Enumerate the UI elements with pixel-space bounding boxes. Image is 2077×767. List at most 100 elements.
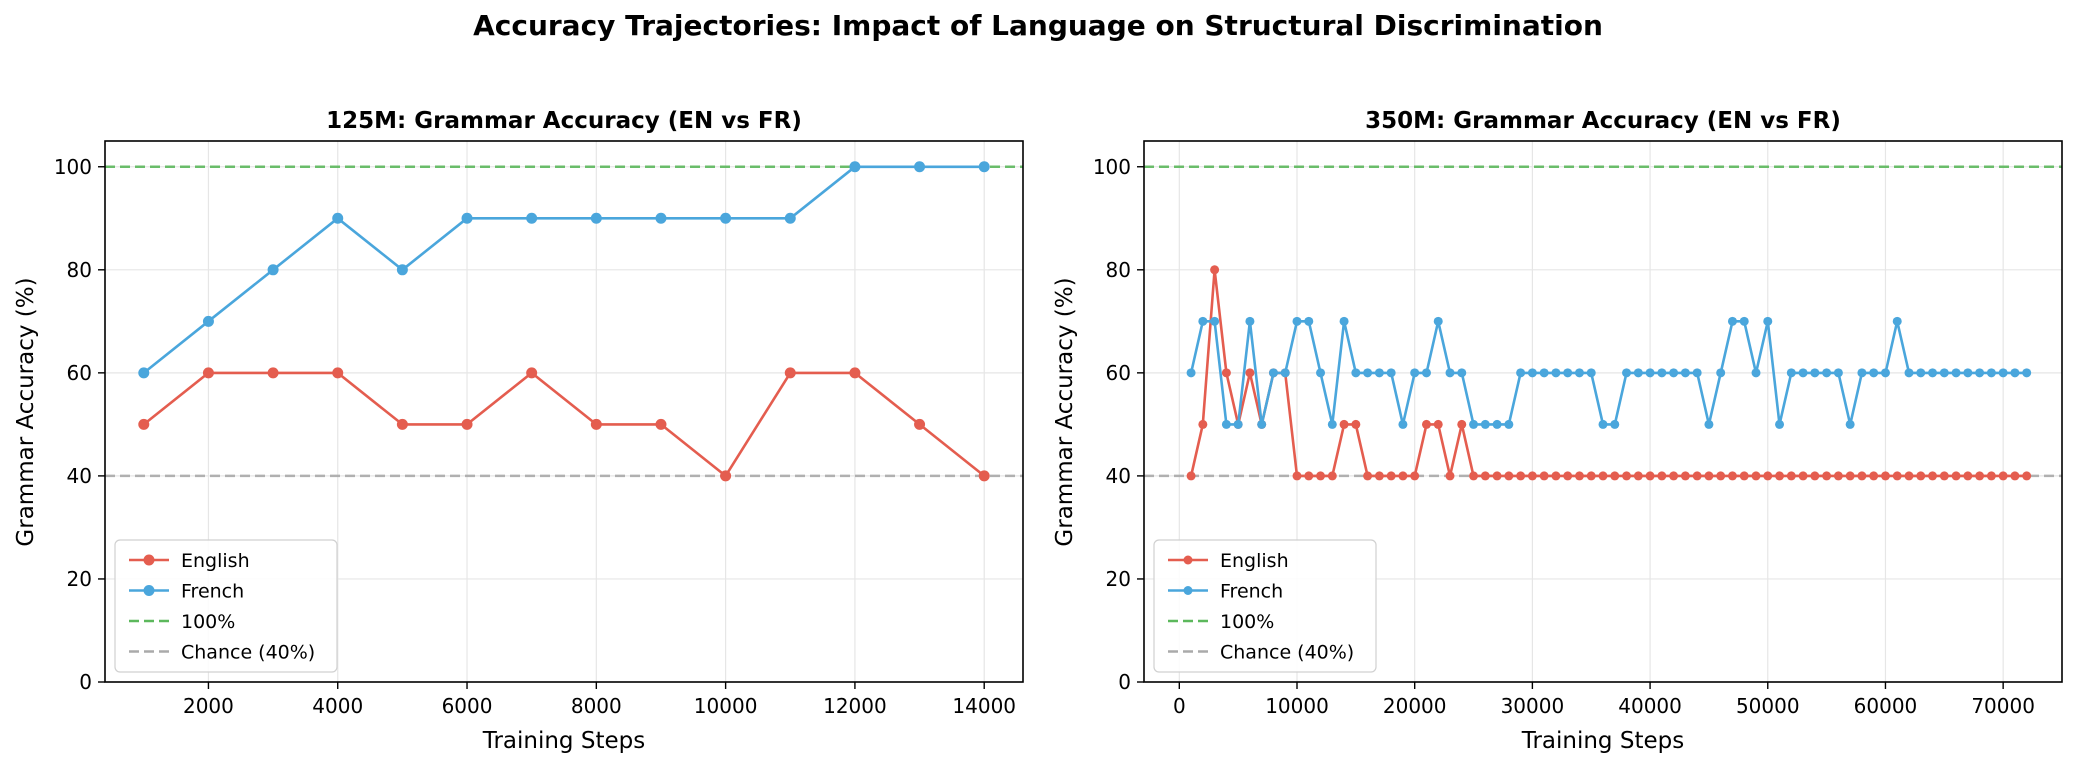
data-point xyxy=(1998,471,2008,481)
data-point xyxy=(138,418,150,430)
data-point xyxy=(978,161,990,173)
data-point xyxy=(1786,471,1796,481)
data-point xyxy=(1563,471,1573,481)
data-point xyxy=(1563,368,1573,378)
data-point xyxy=(1280,368,1290,378)
data-point xyxy=(1892,471,1902,481)
data-point xyxy=(1975,368,1985,378)
legend: English French 100% Chance (40%) xyxy=(1153,539,1377,673)
data-point xyxy=(1680,368,1690,378)
x-tick-label: 8000 xyxy=(571,694,622,718)
data-point xyxy=(1610,419,1620,429)
y-tick-label: 100 xyxy=(1093,155,1131,179)
data-point xyxy=(1316,368,1326,378)
data-point xyxy=(1963,471,1973,481)
data-point xyxy=(1386,368,1396,378)
data-point xyxy=(1975,471,1985,481)
data-point xyxy=(1857,368,1867,378)
data-point xyxy=(1657,471,1667,481)
y-tick-label: 60 xyxy=(67,361,92,385)
legend-item: Chance (40%) xyxy=(1168,642,1354,664)
data-point xyxy=(1480,471,1490,481)
data-point xyxy=(1763,316,1773,326)
data-point xyxy=(1445,471,1455,481)
data-point xyxy=(1469,419,1479,429)
data-point xyxy=(1716,471,1726,481)
data-point xyxy=(1645,471,1655,481)
data-point xyxy=(1339,419,1349,429)
data-point xyxy=(1633,471,1643,481)
x-tick-label: 50000 xyxy=(1736,694,1800,718)
data-point xyxy=(1221,419,1231,429)
data-point xyxy=(1692,471,1702,481)
data-point xyxy=(1751,471,1761,481)
y-axis-label: Grammar Accuracy (%) xyxy=(13,277,39,546)
data-point xyxy=(1586,471,1596,481)
x-tick-label: 12000 xyxy=(823,694,887,718)
legend-box xyxy=(1153,539,1377,673)
legend-swatch-marker xyxy=(1183,555,1193,565)
data-point xyxy=(1716,368,1726,378)
data-point xyxy=(1210,265,1220,275)
data-point xyxy=(1880,471,1890,481)
legend-item: Chance (40%) xyxy=(129,642,315,664)
data-point xyxy=(1374,471,1384,481)
data-point xyxy=(1822,368,1832,378)
legend-item: English xyxy=(1168,550,1289,572)
data-point xyxy=(1669,471,1679,481)
data-point xyxy=(1622,471,1632,481)
x-axis-label: Training Steps xyxy=(1521,728,1684,754)
series-line xyxy=(142,371,986,478)
data-point xyxy=(784,212,796,224)
data-point xyxy=(396,418,408,430)
panel-125m: 125M: Grammar Accuracy (EN vs FR) Traini… xyxy=(13,108,1024,754)
data-point xyxy=(1845,471,1855,481)
data-point xyxy=(461,212,473,224)
series-french xyxy=(1186,316,2032,429)
data-point xyxy=(1351,419,1361,429)
x-tick-label: 10000 xyxy=(1265,694,1329,718)
data-point xyxy=(1586,368,1596,378)
data-point xyxy=(1916,471,1926,481)
data-point xyxy=(1610,471,1620,481)
y-tick-label: 40 xyxy=(1106,464,1131,488)
series-english xyxy=(1186,265,2032,481)
legend-box xyxy=(114,539,338,673)
data-point xyxy=(2010,471,2020,481)
data-point xyxy=(1551,471,1561,481)
data-point xyxy=(720,212,732,224)
data-point xyxy=(590,418,602,430)
legend: English French 100% Chance (40%) xyxy=(114,539,338,673)
data-point xyxy=(332,212,344,224)
series-line xyxy=(142,165,985,374)
data-point xyxy=(1433,316,1443,326)
data-point xyxy=(1363,368,1373,378)
data-point xyxy=(1704,471,1714,481)
data-point xyxy=(396,264,408,276)
data-point xyxy=(1551,368,1561,378)
data-point xyxy=(1316,471,1326,481)
data-point xyxy=(1245,316,1255,326)
y-tick-label: 20 xyxy=(67,567,92,591)
panel-350m: 350M: Grammar Accuracy (EN vs FR) Traini… xyxy=(1052,108,2063,754)
data-point xyxy=(1951,471,1961,481)
x-tick-label: 70000 xyxy=(1971,694,2035,718)
y-tick-label: 100 xyxy=(54,155,92,179)
data-point xyxy=(1739,471,1749,481)
data-point xyxy=(1539,368,1549,378)
data-point xyxy=(1457,419,1467,429)
y-tick-label: 0 xyxy=(79,670,92,694)
y-tick-label: 20 xyxy=(1106,567,1131,591)
data-point xyxy=(1739,316,1749,326)
figure-suptitle: Accuracy Trajectories: Impact of Languag… xyxy=(473,9,1603,42)
data-point xyxy=(1892,316,1902,326)
panel-title: 125M: Grammar Accuracy (EN vs FR) xyxy=(326,108,802,134)
y-tick-label: 60 xyxy=(1106,361,1131,385)
legend-label: Chance (40%) xyxy=(181,642,315,664)
data-point xyxy=(1186,368,1196,378)
data-point xyxy=(1775,471,1785,481)
data-point xyxy=(849,367,861,379)
x-tick-label: 30000 xyxy=(1501,694,1565,718)
legend-label: Chance (40%) xyxy=(1220,642,1354,664)
y-tick-label: 80 xyxy=(1106,258,1131,282)
